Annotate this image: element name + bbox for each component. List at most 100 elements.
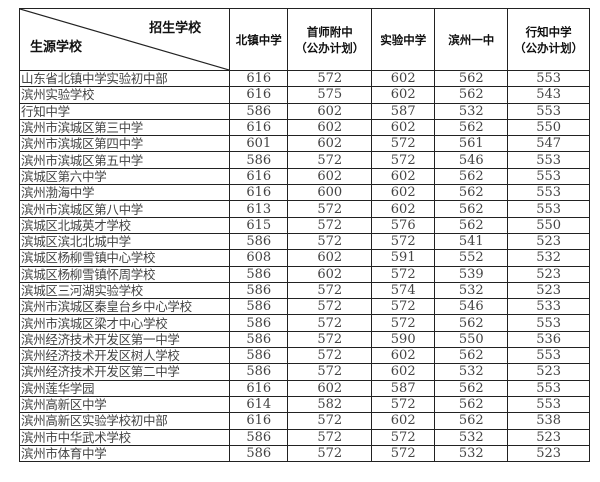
score-cell: 616: [229, 184, 289, 202]
score-cell: 572: [287, 314, 373, 332]
score-cell: 572: [371, 135, 436, 153]
score-cell: 550: [507, 118, 590, 137]
score-cell: 616: [229, 379, 289, 397]
table-row: 行知中学 586 602 587 532 553: [18, 102, 590, 120]
column-header: 首师附中 （公办计划）: [287, 8, 373, 71]
school-name: 滨州市滨城区第五中学: [18, 151, 231, 169]
score-cell: 532: [434, 363, 509, 381]
score-cell: 562: [434, 216, 509, 234]
score-cell: 575: [287, 86, 373, 104]
column-header-line2: （公办计划）: [295, 40, 365, 55]
corner-top-label: 招生学校: [149, 21, 202, 36]
score-cell: 586: [229, 281, 289, 300]
school-name: 滨州市滨城区第四中学: [18, 135, 231, 153]
score-cell: 591: [371, 249, 436, 267]
column-header-line1: 北镇中学: [235, 32, 282, 47]
school-name: 山东省北镇中学实验初中部: [18, 69, 231, 88]
score-cell: 562: [434, 167, 509, 186]
score-cell: 572: [371, 395, 436, 414]
school-name: 滨州莲华学园: [18, 379, 231, 397]
score-cell: 572: [371, 298, 436, 316]
score-cell: 536: [507, 330, 590, 349]
score-cell: 562: [434, 200, 509, 218]
score-cell: 561: [434, 135, 509, 153]
score-cell: 616: [229, 118, 289, 137]
column-header: 滨州一中: [434, 8, 509, 71]
score-cell: 562: [434, 395, 509, 414]
score-cell: 602: [287, 167, 373, 186]
score-cell: 602: [287, 379, 373, 397]
score-cell: 572: [371, 444, 436, 463]
score-cell: 586: [229, 363, 289, 381]
score-cell: 523: [507, 281, 590, 300]
score-cell: 553: [507, 69, 590, 88]
score-cell: 600: [287, 184, 373, 202]
corner-bottom-label: 生源学校: [30, 40, 83, 55]
score-cell: 523: [507, 444, 590, 463]
table-row: 滨州高新区实验学校初中部 616 572 602 562 538: [18, 412, 590, 430]
score-cell: 562: [434, 379, 509, 397]
school-name: 行知中学: [18, 102, 231, 120]
score-cell: 590: [371, 330, 436, 349]
score-cell: 586: [229, 232, 289, 251]
school-name: 滨州市中华武术学校: [18, 428, 231, 446]
score-cell: 586: [229, 330, 289, 349]
table-row: 滨州高新区中学 614 582 572 562 553: [18, 395, 590, 414]
score-cell: 602: [371, 86, 436, 104]
score-cell: 572: [287, 363, 373, 381]
score-cell: 602: [287, 135, 373, 153]
score-cell: 541: [434, 232, 509, 251]
table-row: 滨州经济技术开发区第二中学 586 572 602 532 523: [18, 363, 590, 381]
school-name: 滨城区北城英才学校: [18, 216, 231, 234]
score-cell: 572: [287, 444, 373, 463]
table-row: 滨州市中华武术学校 586 572 572 532 523: [18, 428, 590, 446]
score-cell: 550: [434, 330, 509, 349]
score-cell: 602: [371, 167, 436, 186]
admission-score-table: 招生学校 生源学校 北镇中学 首师附中 （公办计划） 实验中学 滨州一中 行知中学 （公办计…: [18, 8, 590, 463]
score-cell: 608: [229, 249, 289, 267]
table-row: 滨州经济技术开发区树人学校 586 572 602 562 553: [18, 347, 590, 365]
score-cell: 602: [371, 363, 436, 381]
score-cell: 532: [434, 444, 509, 463]
score-cell: 586: [229, 314, 289, 332]
score-cell: 562: [434, 118, 509, 137]
score-cell: 553: [507, 167, 590, 186]
table-row: 滨城区北城英才学校 615 572 576 562 550: [18, 216, 590, 234]
table-row: 山东省北镇中学实验初中部 616 572 602 562 553: [18, 69, 590, 88]
score-cell: 572: [287, 330, 373, 349]
score-cell: 572: [371, 232, 436, 251]
score-cell: 553: [507, 395, 590, 414]
score-cell: 615: [229, 216, 289, 234]
school-name: 滨城区杨柳雪镇中心学校: [18, 249, 231, 267]
score-cell: 532: [507, 249, 590, 267]
column-header-line1: 实验中学: [380, 32, 427, 47]
score-cell: 562: [434, 412, 509, 430]
score-cell: 572: [371, 314, 436, 332]
column-header-line1: 滨州一中: [448, 32, 495, 47]
score-cell: 572: [287, 347, 373, 365]
score-cell: 586: [229, 265, 289, 283]
table-row: 滨城区第六中学 616 602 602 562 553: [18, 167, 590, 186]
score-cell: 572: [287, 216, 373, 234]
column-header-line1: 行知中学: [525, 24, 572, 39]
score-cell: 543: [507, 86, 590, 104]
score-cell: 614: [229, 395, 289, 414]
score-cell: 586: [229, 444, 289, 463]
school-name: 滨城区三河湖实验学校: [18, 281, 231, 300]
table-row: 滨州经济技术开发区第一中学 586 572 590 550 536: [18, 330, 590, 349]
score-cell: 574: [371, 281, 436, 300]
score-cell: 572: [287, 151, 373, 169]
score-cell: 553: [507, 347, 590, 365]
score-cell: 586: [229, 298, 289, 316]
score-cell: 586: [229, 151, 289, 169]
school-name: 滨州市滨城区梁才中心学校: [18, 314, 231, 332]
table-row: 滨城区三河湖实验学校 586 572 574 532 523: [18, 281, 590, 300]
score-cell: 587: [371, 102, 436, 120]
score-cell: 602: [371, 412, 436, 430]
score-cell: 523: [507, 363, 590, 381]
score-cell: 587: [371, 379, 436, 397]
score-cell: 613: [229, 200, 289, 218]
score-cell: 572: [287, 200, 373, 218]
score-cell: 553: [507, 184, 590, 202]
school-name: 滨州市滨城区第三中学: [18, 118, 231, 137]
